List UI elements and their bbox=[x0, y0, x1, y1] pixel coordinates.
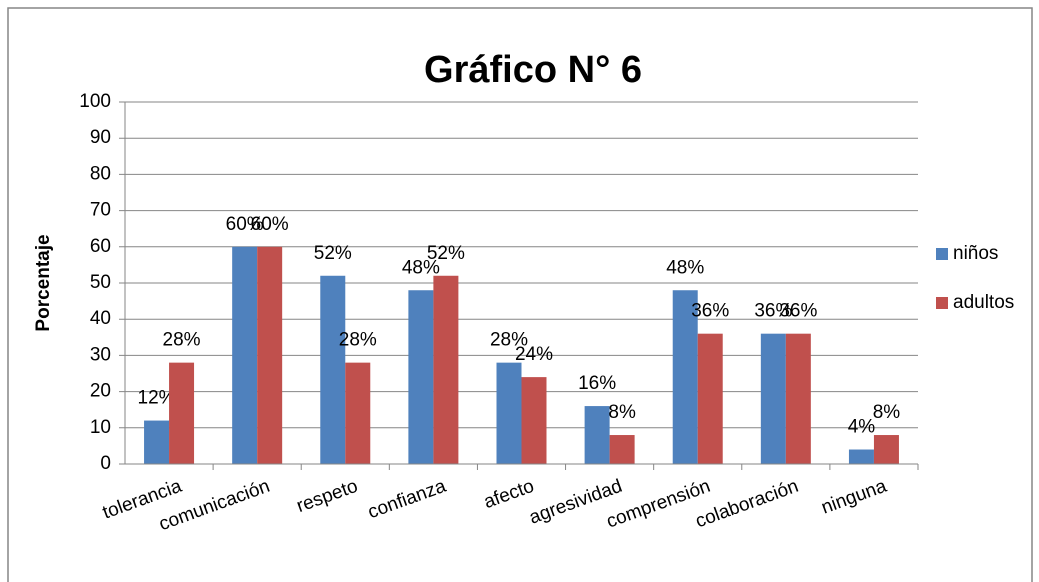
y-tick-label: 50 bbox=[90, 272, 111, 293]
y-tick-label: 40 bbox=[90, 308, 111, 329]
y-tick-label: 0 bbox=[100, 453, 111, 474]
value-label: 16% bbox=[578, 373, 616, 394]
value-label: 4% bbox=[848, 417, 876, 438]
bar bbox=[760, 333, 786, 464]
value-label: 48% bbox=[402, 257, 440, 278]
value-label: 52% bbox=[427, 243, 465, 264]
y-tick-label: 70 bbox=[90, 200, 111, 221]
bar bbox=[408, 290, 434, 464]
bar bbox=[521, 377, 547, 464]
value-label: 52% bbox=[314, 243, 352, 264]
y-tick-label: 80 bbox=[90, 163, 111, 184]
chart-border bbox=[7, 7, 1033, 582]
legend-swatch bbox=[936, 248, 948, 260]
y-tick-label: 20 bbox=[90, 381, 111, 402]
value-label: 28% bbox=[490, 330, 528, 351]
bar bbox=[785, 333, 811, 464]
y-tick-label: 60 bbox=[90, 236, 111, 257]
y-axis-label: Porcentaje bbox=[33, 234, 54, 331]
bar bbox=[345, 362, 371, 464]
value-label: 24% bbox=[515, 344, 553, 365]
bar bbox=[496, 362, 522, 464]
value-label: 8% bbox=[608, 402, 636, 423]
bar bbox=[609, 435, 635, 464]
value-label: 8% bbox=[873, 402, 901, 423]
bar bbox=[584, 406, 610, 464]
value-label: 28% bbox=[339, 330, 377, 351]
value-label: 28% bbox=[163, 330, 201, 351]
value-label: 60% bbox=[226, 214, 264, 235]
legend-swatch bbox=[936, 297, 948, 309]
value-label: 12% bbox=[138, 388, 176, 409]
bar bbox=[433, 275, 459, 464]
bar bbox=[257, 246, 283, 464]
bar bbox=[672, 290, 698, 464]
y-tick-label: 10 bbox=[90, 417, 111, 438]
y-tick-label: 90 bbox=[90, 127, 111, 148]
bar bbox=[169, 362, 195, 464]
legend-label: adultos bbox=[953, 292, 1014, 313]
bar bbox=[144, 420, 170, 464]
value-label: 60% bbox=[251, 214, 289, 235]
bar bbox=[848, 449, 874, 464]
legend-label: niños bbox=[953, 243, 998, 264]
bar bbox=[232, 246, 258, 464]
value-label: 36% bbox=[779, 301, 817, 322]
value-label: 48% bbox=[666, 257, 704, 278]
bar bbox=[873, 435, 899, 464]
value-label: 36% bbox=[691, 301, 729, 322]
value-label: 36% bbox=[754, 301, 792, 322]
y-tick-label: 100 bbox=[79, 91, 111, 112]
bar bbox=[697, 333, 723, 464]
chart-title: Gráfico N° 6 bbox=[424, 49, 642, 91]
y-tick-label: 30 bbox=[90, 344, 111, 365]
bar bbox=[320, 275, 346, 464]
